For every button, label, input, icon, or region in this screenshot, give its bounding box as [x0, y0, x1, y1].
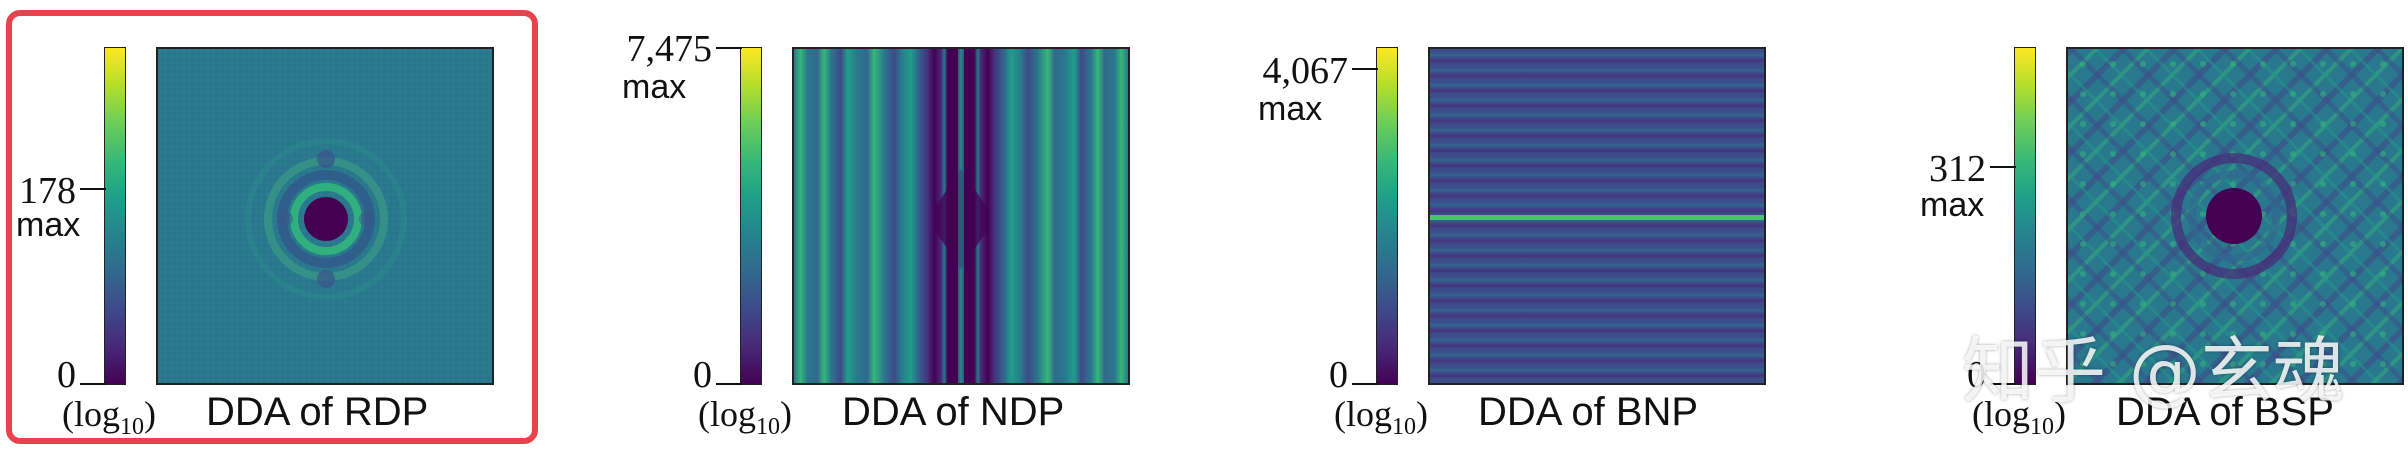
dda-image-rdp [156, 47, 494, 385]
colorbar-tick-max [80, 188, 106, 190]
colorbar [1376, 47, 1398, 385]
panel-bsp: 312 max 0 (log10) [1880, 0, 2408, 458]
colorbar-unit-label: (log10) [1334, 394, 1428, 441]
caption-bsp: DDA of BSP [2116, 390, 2334, 434]
colorbar-tick-zero [716, 383, 742, 385]
colorbar-unit-label: (log10) [1972, 394, 2066, 441]
panel-rdp: 178 max 0 (log10) [0, 0, 560, 458]
colorbar [2014, 47, 2036, 385]
caption-ndp: DDA of NDP [842, 390, 1065, 434]
colorbar-tick-zero [1990, 383, 2016, 385]
caption-rdp: DDA of RDP [206, 390, 429, 434]
colorbar [740, 47, 762, 385]
highlight-frame [6, 10, 538, 444]
colorbar-tick-max-label: 312 [1929, 148, 1986, 190]
colorbar-max-label: max [16, 206, 81, 244]
colorbar-tick-zero-label: 0 [1329, 354, 1348, 396]
colorbar-tick-zero-label: 0 [57, 354, 76, 396]
colorbar-unit-label: (log10) [62, 394, 156, 441]
colorbar-tick-max-label: 4,067 [1262, 50, 1349, 92]
bright-horizontal-line [1430, 215, 1764, 220]
colorbar-max-label: max [1920, 186, 1985, 224]
dda-image-bsp [2066, 47, 2404, 385]
dda-image-bnp [1428, 47, 1766, 385]
panel-bnp: 4,067 max 0 (log10) DDA of BNP [1230, 0, 1790, 458]
colorbar-tick-zero-label: 0 [1967, 354, 1986, 396]
watermark: 知乎 @玄魂 [1962, 329, 2345, 413]
colorbar-tick-max [1352, 68, 1378, 70]
colorbar-tick-max-label: 178 [19, 170, 76, 212]
colorbar-max-label: max [1258, 90, 1323, 128]
colorbar-unit-label: (log10) [698, 394, 792, 441]
colorbar-tick-zero [1352, 383, 1378, 385]
panel-ndp: 7,475 max 0 (log10) DDA of NDP [600, 0, 1200, 458]
colorbar-tick-max [1990, 166, 2016, 168]
colorbar-tick-max-label: 7,475 [626, 28, 713, 70]
colorbar-tick-zero-label: 0 [693, 354, 712, 396]
colorbar-tick-max [716, 47, 742, 49]
caption-bnp: DDA of BNP [1478, 390, 1699, 434]
colorbar-tick-zero [80, 383, 106, 385]
dda-image-ndp [792, 47, 1130, 385]
colorbar [104, 47, 126, 385]
colorbar-max-label: max [622, 68, 687, 106]
